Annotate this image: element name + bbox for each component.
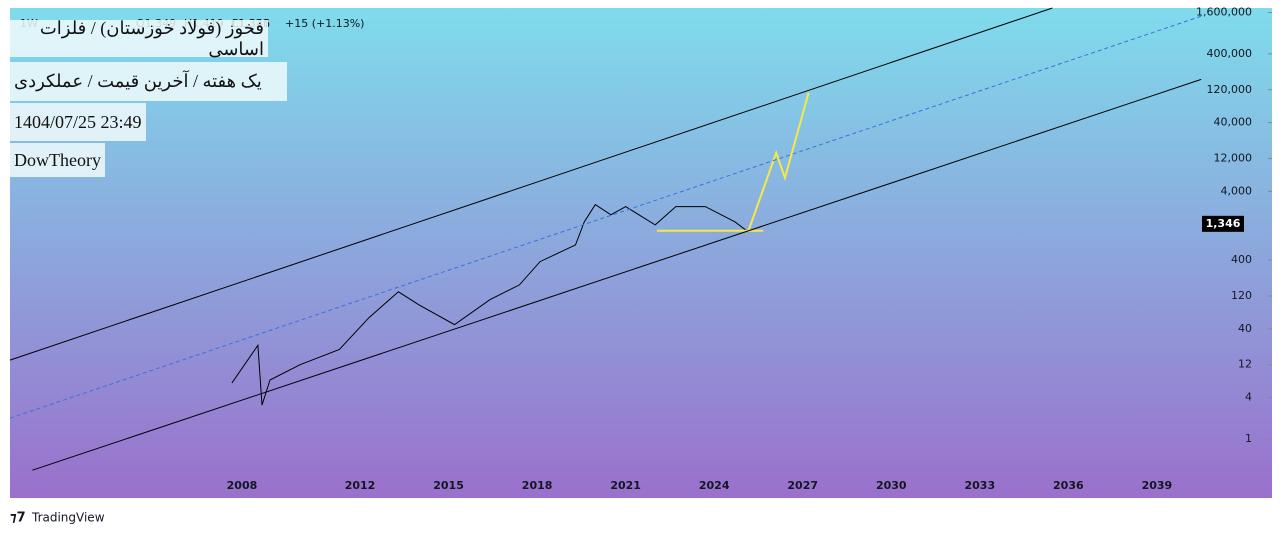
x-tick-label: 2033 <box>965 479 996 492</box>
x-tick-label: 2015 <box>433 479 464 492</box>
change: +15 (+1.13%) <box>285 17 364 30</box>
series-line <box>9 14 1206 419</box>
title: فخوز (فولاد خوزستان) / فلزات اساسی <box>10 18 268 59</box>
x-tick-label: 2039 <box>1142 479 1173 492</box>
series-line <box>231 203 749 406</box>
last-price-box <box>1202 215 1244 232</box>
y-tick-label: 400,000 <box>1207 47 1253 60</box>
y-tick-label: 40,000 <box>1214 116 1253 129</box>
y-tick-label: 1 <box>1245 432 1252 445</box>
footer: TradingView <box>31 511 105 525</box>
x-tick-label: 2008 <box>227 479 258 492</box>
y-tick-label: 4 <box>1245 391 1252 404</box>
series-line <box>9 7 1053 361</box>
y-tick-label: 400 <box>1231 253 1252 266</box>
y-tick-label: 40 <box>1238 322 1252 335</box>
y-tick-label: 4,000 <box>1221 184 1253 197</box>
y-tick-label: 120,000 <box>1207 83 1253 96</box>
x-tick-label: 2027 <box>787 479 818 492</box>
x-tick-label: 2030 <box>876 479 907 492</box>
date: 1404/07/25 23:49 <box>10 103 146 141</box>
x-tick-label: 2018 <box>522 479 553 492</box>
y-tick-label: 120 <box>1231 289 1252 302</box>
series-line <box>32 78 1202 471</box>
subtitle: یک هفته / آخرین قیمت / عملکردی <box>10 62 287 101</box>
y-tick-label: 12 <box>1238 358 1252 371</box>
logo: ⁊7 <box>10 511 26 526</box>
x-tick-label: 2024 <box>699 479 730 492</box>
x-tick-label: 2036 <box>1053 479 1084 492</box>
last-price-label: 1,346 <box>1206 217 1241 230</box>
y-tick-label: 1,600,000 <box>1196 5 1252 18</box>
annotation: DowTheory <box>10 143 105 177</box>
y-tick-label: 12,000 <box>1214 152 1253 165</box>
x-tick-label: 2012 <box>345 479 376 492</box>
x-tick-label: 2021 <box>610 479 641 492</box>
series-line <box>747 92 810 233</box>
